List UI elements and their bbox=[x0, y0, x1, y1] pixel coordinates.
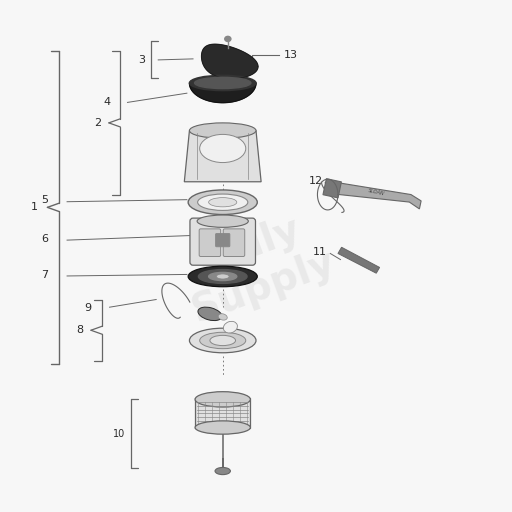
FancyBboxPatch shape bbox=[195, 398, 250, 428]
Ellipse shape bbox=[210, 335, 236, 346]
Polygon shape bbox=[184, 131, 261, 182]
Text: 6: 6 bbox=[41, 233, 49, 244]
Text: Kelly
Supply: Kelly Supply bbox=[172, 202, 340, 330]
Ellipse shape bbox=[189, 123, 256, 138]
Ellipse shape bbox=[218, 314, 227, 320]
Text: 10: 10 bbox=[113, 429, 125, 439]
Ellipse shape bbox=[198, 269, 247, 284]
Ellipse shape bbox=[189, 328, 256, 353]
Ellipse shape bbox=[200, 135, 246, 163]
Ellipse shape bbox=[225, 36, 231, 41]
Polygon shape bbox=[325, 181, 421, 209]
Ellipse shape bbox=[198, 194, 248, 210]
Ellipse shape bbox=[209, 198, 237, 207]
Text: 11: 11 bbox=[313, 247, 327, 257]
Text: 12: 12 bbox=[308, 176, 323, 186]
Text: 7: 7 bbox=[41, 270, 49, 280]
Polygon shape bbox=[189, 83, 256, 102]
FancyBboxPatch shape bbox=[216, 233, 230, 247]
Text: 4: 4 bbox=[103, 97, 110, 108]
Text: 3: 3 bbox=[138, 55, 145, 65]
Text: SLOAN: SLOAN bbox=[368, 188, 385, 196]
FancyBboxPatch shape bbox=[199, 229, 221, 257]
Ellipse shape bbox=[215, 467, 230, 475]
Ellipse shape bbox=[188, 190, 257, 215]
Ellipse shape bbox=[195, 77, 251, 89]
Text: 2: 2 bbox=[94, 118, 101, 128]
FancyBboxPatch shape bbox=[190, 218, 255, 265]
Ellipse shape bbox=[195, 421, 250, 434]
Text: 5: 5 bbox=[41, 195, 49, 205]
Ellipse shape bbox=[216, 274, 229, 279]
Polygon shape bbox=[202, 44, 258, 79]
Ellipse shape bbox=[197, 215, 248, 227]
Polygon shape bbox=[338, 247, 379, 273]
Text: 9: 9 bbox=[84, 303, 91, 313]
Text: 1: 1 bbox=[31, 202, 38, 212]
Text: 8: 8 bbox=[76, 325, 83, 335]
Ellipse shape bbox=[209, 272, 237, 281]
Ellipse shape bbox=[188, 266, 257, 287]
FancyBboxPatch shape bbox=[223, 229, 245, 257]
Ellipse shape bbox=[189, 75, 256, 91]
Ellipse shape bbox=[198, 307, 222, 321]
Ellipse shape bbox=[223, 322, 238, 333]
Polygon shape bbox=[323, 179, 342, 198]
Text: 13: 13 bbox=[284, 50, 298, 60]
Ellipse shape bbox=[195, 392, 250, 407]
Ellipse shape bbox=[200, 332, 246, 349]
